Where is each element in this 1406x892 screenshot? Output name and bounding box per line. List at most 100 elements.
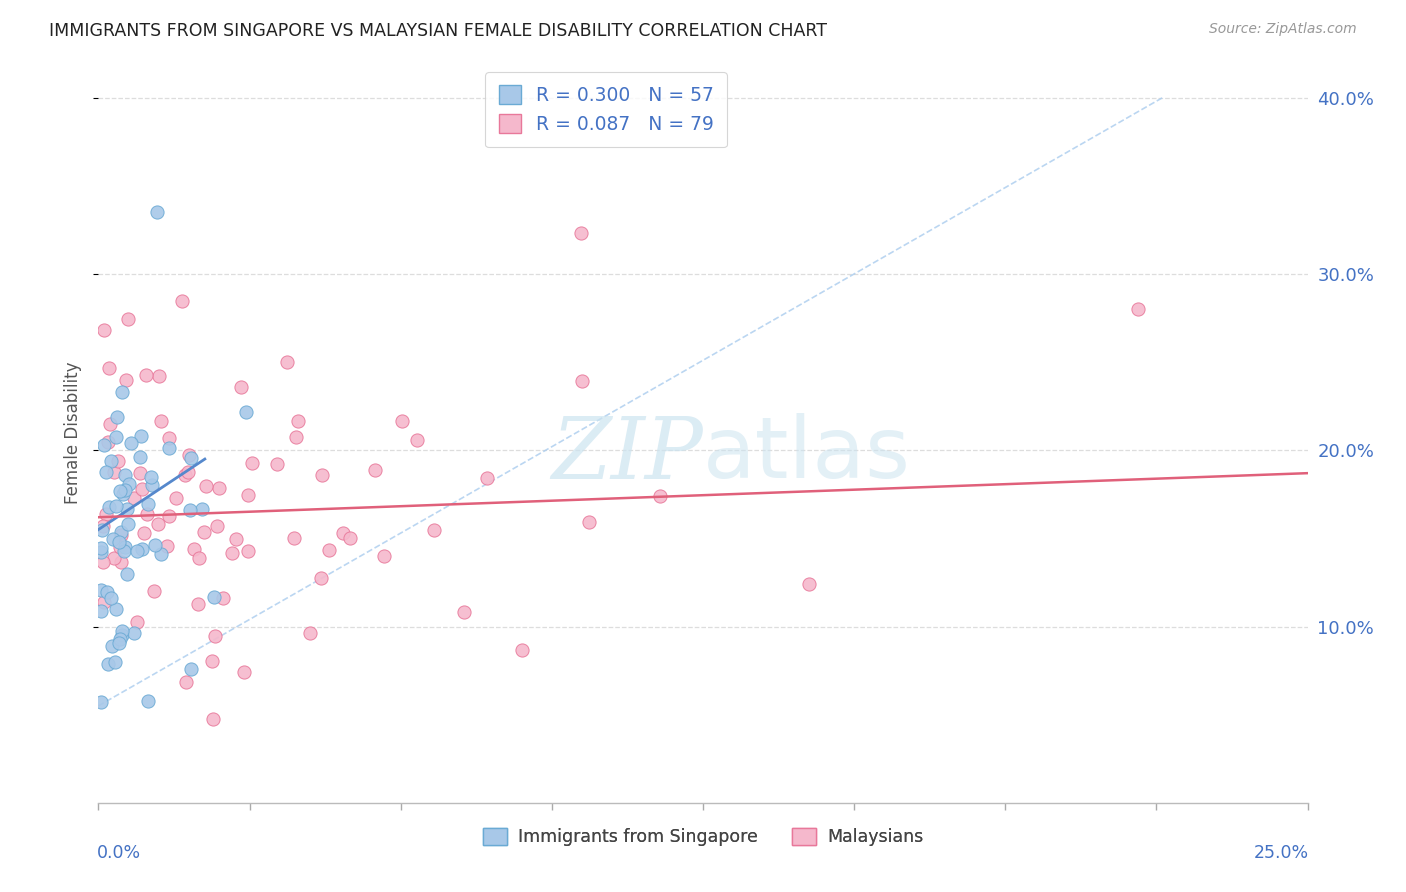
Point bbox=[115, 566, 138, 581]
Point bbox=[391, 414, 413, 428]
Point bbox=[207, 519, 229, 533]
Point bbox=[90, 545, 112, 559]
Point bbox=[134, 525, 156, 540]
Point bbox=[1128, 302, 1150, 317]
Point bbox=[100, 591, 122, 605]
Point bbox=[110, 527, 132, 541]
Point bbox=[91, 524, 114, 538]
Point bbox=[211, 591, 233, 605]
Point bbox=[108, 484, 131, 499]
Point bbox=[129, 429, 152, 443]
Point bbox=[191, 502, 214, 516]
Point bbox=[120, 436, 142, 450]
Point bbox=[110, 540, 132, 554]
Point bbox=[139, 469, 162, 483]
Point bbox=[339, 531, 361, 545]
Point bbox=[90, 604, 112, 618]
Point bbox=[93, 595, 115, 609]
Point bbox=[648, 489, 671, 503]
Point bbox=[266, 457, 288, 471]
Point bbox=[103, 465, 125, 479]
Point bbox=[114, 483, 136, 497]
Text: ZIP: ZIP bbox=[551, 414, 703, 496]
Point bbox=[131, 541, 153, 556]
Point bbox=[111, 624, 134, 638]
Point bbox=[117, 312, 139, 326]
Point bbox=[221, 546, 243, 560]
Point bbox=[364, 463, 387, 477]
Point bbox=[103, 551, 125, 566]
Point bbox=[204, 591, 226, 605]
Point bbox=[136, 693, 159, 707]
Point bbox=[180, 451, 202, 466]
Point bbox=[423, 523, 446, 537]
Point bbox=[150, 547, 173, 561]
Point bbox=[104, 655, 127, 669]
Point bbox=[100, 639, 122, 653]
Point bbox=[187, 597, 209, 611]
Point bbox=[96, 584, 118, 599]
Point bbox=[98, 361, 121, 376]
Point bbox=[105, 429, 128, 443]
Point bbox=[157, 509, 180, 524]
Point bbox=[172, 293, 194, 308]
Point bbox=[157, 432, 180, 446]
Point bbox=[125, 615, 148, 629]
Point bbox=[299, 626, 322, 640]
Point bbox=[233, 665, 256, 680]
Point bbox=[105, 499, 128, 513]
Point bbox=[97, 657, 120, 672]
Point bbox=[179, 502, 201, 516]
Point bbox=[235, 405, 257, 419]
Point bbox=[177, 449, 200, 463]
Point bbox=[110, 524, 132, 539]
Point bbox=[114, 540, 136, 554]
Point bbox=[90, 583, 112, 598]
Point bbox=[90, 695, 112, 709]
Text: IMMIGRANTS FROM SINGAPORE VS MALAYSIAN FEMALE DISABILITY CORRELATION CHART: IMMIGRANTS FROM SINGAPORE VS MALAYSIAN F… bbox=[49, 22, 827, 40]
Point bbox=[183, 541, 205, 556]
Point bbox=[225, 532, 247, 546]
Point bbox=[128, 450, 150, 465]
Point bbox=[174, 675, 197, 690]
Point bbox=[135, 507, 157, 521]
Y-axis label: Female Disability: Female Disability bbox=[65, 361, 83, 504]
Point bbox=[194, 478, 217, 492]
Text: 0.0%: 0.0% bbox=[97, 844, 142, 862]
Point bbox=[111, 384, 134, 399]
Point bbox=[93, 323, 115, 337]
Point bbox=[96, 507, 118, 521]
Point bbox=[117, 516, 139, 531]
Point bbox=[283, 531, 305, 545]
Point bbox=[143, 538, 166, 552]
Point bbox=[475, 471, 498, 485]
Point bbox=[108, 632, 131, 647]
Point bbox=[311, 468, 333, 483]
Point bbox=[101, 532, 124, 546]
Point bbox=[136, 497, 159, 511]
Point bbox=[578, 515, 600, 529]
Point bbox=[571, 374, 593, 388]
Point bbox=[174, 467, 197, 482]
Point bbox=[97, 500, 120, 514]
Point bbox=[276, 355, 298, 369]
Point bbox=[797, 576, 820, 591]
Point bbox=[107, 454, 129, 468]
Point bbox=[127, 544, 149, 558]
Point bbox=[105, 602, 128, 616]
Point bbox=[115, 373, 138, 387]
Point bbox=[188, 550, 211, 565]
Point bbox=[135, 368, 157, 382]
Point bbox=[149, 414, 172, 428]
Point bbox=[110, 555, 132, 569]
Point bbox=[111, 487, 134, 501]
Point bbox=[201, 654, 224, 668]
Point bbox=[148, 369, 170, 384]
Point bbox=[114, 468, 136, 483]
Point bbox=[177, 465, 200, 479]
Point bbox=[311, 572, 333, 586]
Point bbox=[229, 380, 252, 394]
Point bbox=[332, 526, 354, 541]
Point bbox=[108, 636, 131, 650]
Point bbox=[146, 205, 169, 219]
